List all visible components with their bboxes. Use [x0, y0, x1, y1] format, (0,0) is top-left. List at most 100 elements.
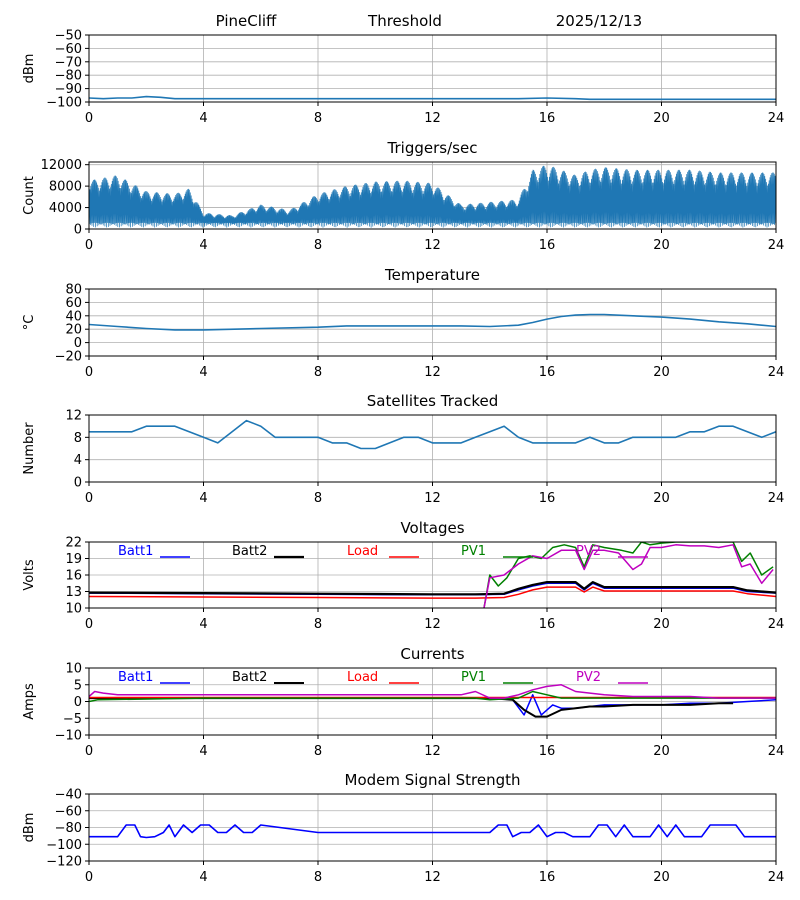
- satellites-y-axis-label: Number: [22, 422, 37, 475]
- modem-y-tick-label: −60: [55, 804, 82, 819]
- station-name: PineCliff: [216, 12, 277, 30]
- currents-series-batt2: [89, 697, 734, 718]
- noise-series-noise: [89, 95, 776, 101]
- triggers-panel: 0 4 8 12 16 20 24 0 4000 8000 12000 Count Triggers/s…: [22, 139, 784, 253]
- temperature-title: Temperature: [384, 266, 480, 284]
- modem-x-tick-label: 24: [768, 870, 785, 885]
- voltages-x-tick-label: 12: [424, 617, 441, 632]
- triggers-x-tick-label: 24: [768, 238, 785, 253]
- triggers-y-tick-label: 4000: [49, 201, 82, 216]
- currents-legend-label-load: Load: [347, 670, 378, 685]
- voltages-legend-label-batt2: Batt2: [232, 544, 267, 559]
- currents-legend-label-batt1: Batt1: [118, 670, 153, 685]
- triggers-y-tick-label: 0: [74, 223, 82, 238]
- temperature-y-tick-label: 0: [74, 336, 82, 351]
- triggers-x-tick-label: 0: [85, 238, 93, 253]
- temperature-x-tick-label: 16: [539, 365, 556, 380]
- voltages-x-tick-label: 4: [199, 617, 207, 632]
- currents-legend-label-batt2: Batt2: [232, 670, 267, 685]
- voltages-legend-label-pv1: PV1: [461, 544, 486, 559]
- voltages-x-tick-label: 8: [314, 617, 322, 632]
- modem-panel: 0 4 8 12 16 20 24 −120 −100 −80 −60−40 dBm Modem Sig…: [22, 771, 784, 885]
- temperature-y-tick-label: 40: [65, 309, 82, 324]
- currents-x-tick-label: 8: [314, 744, 322, 759]
- voltages-series-batt2: [89, 581, 776, 596]
- triggers-x-tick-label: 12: [424, 238, 441, 253]
- temperature-x-tick-label: 20: [653, 365, 670, 380]
- voltages-series-pv2: [483, 544, 774, 608]
- voltages-title: Voltages: [400, 519, 464, 537]
- voltages-legend-label-load: Load: [347, 544, 378, 559]
- voltages-x-tick-label: 0: [85, 617, 93, 632]
- modem-y-tick-label: −80: [55, 821, 82, 836]
- satellites-series-satellites: [89, 419, 776, 450]
- currents-y-axis-label: Amps: [22, 683, 37, 720]
- noise-x-tick-label: 20: [653, 111, 670, 126]
- currents-y-tick-label: 0: [74, 695, 82, 710]
- noise-y-tick-label: −60: [55, 42, 82, 57]
- triggers-x-tick-label: 16: [539, 238, 556, 253]
- noise-x-tick-label: 0: [85, 111, 93, 126]
- noise-y-tick-label: −70: [55, 55, 82, 70]
- voltages-x-tick-label: 16: [539, 617, 556, 632]
- modem-title: Modem Signal Strength: [345, 771, 521, 789]
- modem-y-tick-label: −40: [55, 788, 82, 803]
- temperature-x-tick-label: 4: [199, 365, 207, 380]
- voltages-x-tick-label: 24: [768, 617, 785, 632]
- currents-x-tick-label: 20: [653, 744, 670, 759]
- voltages-y-tick-label: 10: [65, 602, 82, 617]
- temperature-y-tick-label: 60: [65, 296, 82, 311]
- currents-y-tick-label: 5: [74, 678, 82, 693]
- temperature-y-tick-label: 80: [65, 283, 82, 298]
- temperature-x-tick-label: 12: [424, 365, 441, 380]
- modem-x-tick-label: 8: [314, 870, 322, 885]
- noise-x-tick-label: 8: [314, 111, 322, 126]
- modem-x-tick-label: 16: [539, 870, 556, 885]
- satellites-x-tick-label: 20: [653, 491, 670, 506]
- triggers-x-tick-label: 20: [653, 238, 670, 253]
- satellites-y-tick-label: 0: [74, 476, 82, 491]
- triggers-title: Triggers/sec: [387, 139, 478, 157]
- noise-x-tick-label: 16: [539, 111, 556, 126]
- report-date: 2025/12/13: [556, 12, 642, 30]
- noise-x-tick-label: 12: [424, 111, 441, 126]
- currents-y-tick-label: 10: [65, 662, 82, 677]
- voltages-y-tick-label: 16: [65, 569, 82, 584]
- triggers-y-tick-label: 8000: [49, 180, 82, 195]
- currents-legend-label-pv1: PV1: [461, 670, 486, 685]
- currents-x-tick-label: 16: [539, 744, 556, 759]
- currents-y-tick-label: −5: [63, 712, 82, 727]
- currents-y-tick-label: −10: [55, 729, 82, 744]
- triggers-series-triggers: [89, 165, 776, 228]
- noise-x-tick-label: 4: [199, 111, 207, 126]
- noise-y-tick-label: −80: [55, 69, 82, 84]
- satellites-x-tick-label: 12: [424, 491, 441, 506]
- voltages-legend-label-batt1: Batt1: [118, 544, 153, 559]
- triggers-x-tick-label: 8: [314, 238, 322, 253]
- triggers-y-axis-label: Count: [22, 176, 37, 215]
- noise-y-tick-label: −90: [55, 82, 82, 97]
- satellites-y-tick-label: 8: [74, 431, 82, 446]
- voltages-legend-label-pv2: PV2: [576, 544, 601, 559]
- temperature-x-tick-label: 0: [85, 365, 93, 380]
- modem-x-tick-label: 4: [199, 870, 207, 885]
- temperature-y-axis-label: °C: [22, 315, 37, 331]
- noise-panel: 0 4 8 12 16 20 24 −100−90−80−70−60−50 dBm: [22, 29, 784, 127]
- currents-x-tick-label: 12: [424, 744, 441, 759]
- temperature-x-tick-label: 8: [314, 365, 322, 380]
- currents-legend: Batt1 Batt2 Load PV1 PV2: [118, 670, 648, 685]
- currents-x-tick-label: 0: [85, 744, 93, 759]
- modem-y-axis-label: dBm: [22, 813, 37, 843]
- modem-x-tick-label: 20: [653, 870, 670, 885]
- satellites-y-tick-label: 12: [65, 409, 82, 424]
- voltages-y-tick-label: 13: [65, 585, 82, 600]
- voltages-x-tick-label: 20: [653, 617, 670, 632]
- voltages-legend: Batt1 Batt2 Load PV1 PV2: [118, 544, 648, 559]
- voltages-y-tick-label: 22: [65, 536, 82, 551]
- currents-title: Currents: [400, 645, 464, 663]
- satellites-x-tick-label: 8: [314, 491, 322, 506]
- voltages-y-axis-label: Volts: [22, 559, 37, 591]
- currents-x-tick-label: 24: [768, 744, 785, 759]
